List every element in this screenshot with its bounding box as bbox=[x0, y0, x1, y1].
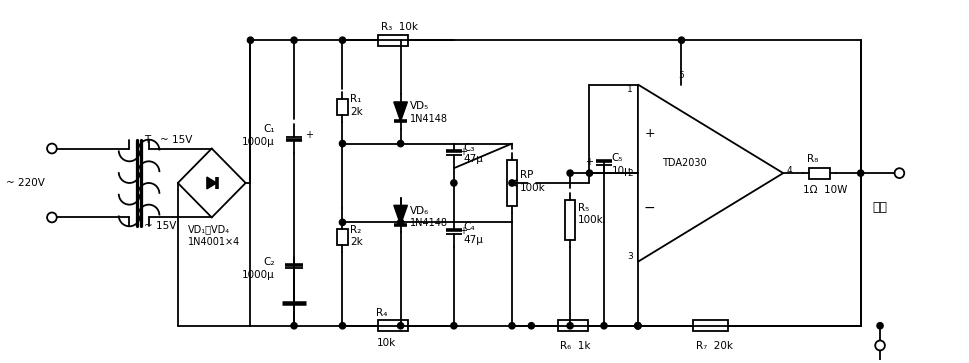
Text: ~ 220V: ~ 220V bbox=[6, 178, 46, 188]
Text: R₁: R₁ bbox=[350, 94, 361, 104]
Circle shape bbox=[291, 37, 297, 43]
Text: ~ 15V: ~ 15V bbox=[143, 221, 176, 231]
Text: 100k: 100k bbox=[519, 183, 545, 193]
Text: VD₅: VD₅ bbox=[410, 101, 429, 111]
Text: R₈: R₈ bbox=[806, 154, 818, 164]
Text: 1N4148: 1N4148 bbox=[410, 219, 448, 228]
Polygon shape bbox=[393, 205, 407, 225]
Text: VD₆: VD₆ bbox=[410, 205, 429, 216]
Circle shape bbox=[893, 168, 903, 178]
Circle shape bbox=[397, 219, 403, 225]
Text: VD₁～VD₄: VD₁～VD₄ bbox=[187, 224, 230, 234]
Text: +: + bbox=[643, 127, 654, 140]
Bar bbox=[337, 229, 348, 245]
Text: C₁: C₁ bbox=[263, 124, 274, 134]
Text: 1000μ: 1000μ bbox=[241, 270, 274, 280]
Circle shape bbox=[876, 323, 882, 329]
Text: C₃: C₃ bbox=[463, 143, 475, 152]
Bar bbox=[808, 168, 828, 179]
Bar bbox=[250, 40, 860, 326]
Polygon shape bbox=[393, 102, 407, 121]
Bar bbox=[378, 320, 408, 331]
Text: 2k: 2k bbox=[350, 107, 362, 117]
Text: R₇  20k: R₇ 20k bbox=[696, 340, 733, 351]
Bar bbox=[337, 99, 348, 115]
Text: 1000μ: 1000μ bbox=[241, 136, 274, 147]
Text: T   ~ 15V: T ~ 15V bbox=[143, 135, 192, 144]
Bar bbox=[378, 35, 408, 46]
Text: 3: 3 bbox=[627, 252, 633, 261]
Text: TDA2030: TDA2030 bbox=[662, 158, 706, 168]
Circle shape bbox=[339, 37, 345, 43]
Bar bbox=[693, 320, 727, 331]
Circle shape bbox=[677, 37, 684, 43]
Text: R₅: R₅ bbox=[578, 203, 588, 213]
Circle shape bbox=[247, 37, 253, 43]
Circle shape bbox=[47, 144, 57, 154]
Bar bbox=[557, 320, 587, 331]
Circle shape bbox=[339, 323, 345, 329]
Text: 2k: 2k bbox=[350, 237, 362, 247]
Text: +: + bbox=[584, 157, 593, 167]
Text: 1: 1 bbox=[627, 85, 633, 94]
Polygon shape bbox=[206, 177, 216, 189]
Text: RP: RP bbox=[519, 170, 533, 180]
Text: R₂: R₂ bbox=[350, 225, 361, 235]
Text: −: − bbox=[643, 201, 655, 215]
Text: 47μ: 47μ bbox=[463, 154, 483, 164]
Text: +: + bbox=[458, 226, 466, 236]
Text: R₃  10k: R₃ 10k bbox=[381, 22, 418, 32]
Circle shape bbox=[509, 180, 515, 186]
Circle shape bbox=[567, 323, 573, 329]
Circle shape bbox=[528, 323, 534, 329]
Text: 10μ: 10μ bbox=[611, 166, 631, 176]
Text: 1N4001×4: 1N4001×4 bbox=[187, 237, 239, 247]
Circle shape bbox=[339, 140, 345, 147]
Circle shape bbox=[451, 180, 456, 186]
Text: 1N4148: 1N4148 bbox=[410, 114, 448, 124]
Text: 输出: 输出 bbox=[872, 201, 887, 214]
Text: 47μ: 47μ bbox=[463, 235, 483, 245]
Circle shape bbox=[397, 323, 403, 329]
Text: R₆  1k: R₆ 1k bbox=[560, 340, 590, 351]
Text: +: + bbox=[458, 147, 466, 158]
Circle shape bbox=[451, 323, 456, 329]
Text: C₄: C₄ bbox=[463, 222, 475, 232]
Circle shape bbox=[600, 323, 607, 329]
Text: +: + bbox=[304, 130, 312, 140]
Circle shape bbox=[339, 219, 345, 225]
Bar bbox=[564, 200, 575, 240]
Bar bbox=[506, 160, 516, 205]
Circle shape bbox=[397, 140, 403, 147]
Circle shape bbox=[857, 170, 862, 176]
Text: 10k: 10k bbox=[376, 338, 395, 348]
Circle shape bbox=[509, 323, 515, 329]
Circle shape bbox=[634, 323, 641, 329]
Text: 2: 2 bbox=[627, 169, 633, 178]
Text: 5: 5 bbox=[678, 70, 684, 79]
Circle shape bbox=[634, 323, 641, 329]
Text: 100k: 100k bbox=[578, 215, 603, 225]
Circle shape bbox=[47, 212, 57, 223]
Text: C₅: C₅ bbox=[611, 153, 623, 163]
Text: R₄: R₄ bbox=[376, 308, 388, 318]
Circle shape bbox=[874, 340, 884, 350]
Circle shape bbox=[586, 170, 592, 176]
Text: 1Ω  10W: 1Ω 10W bbox=[801, 185, 846, 195]
Circle shape bbox=[634, 323, 641, 329]
Text: 4: 4 bbox=[785, 166, 791, 175]
Circle shape bbox=[291, 323, 297, 329]
Text: C₂: C₂ bbox=[263, 257, 274, 267]
Circle shape bbox=[567, 170, 573, 176]
